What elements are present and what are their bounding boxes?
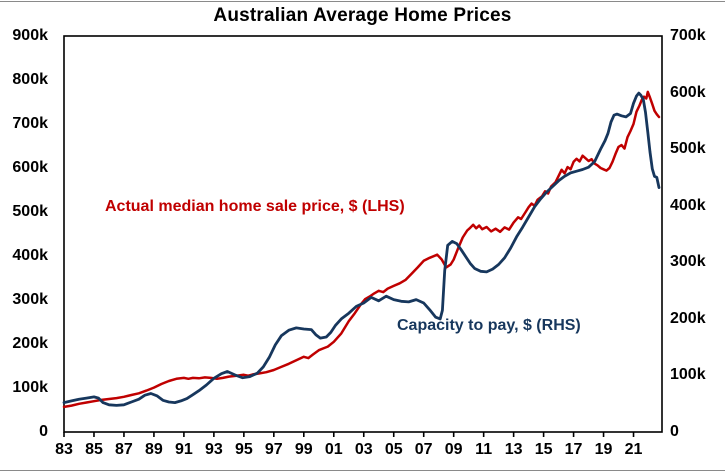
y-axis-left-tick-label: 200k	[12, 335, 48, 352]
series-line-actual-median-price	[62, 90, 661, 409]
bottom-rule-divider	[0, 470, 725, 471]
y-axis-right-tick-label: 500k	[670, 140, 706, 158]
y-axis-left-tick-label: 600k	[12, 159, 48, 176]
x-axis-tick-label: 07	[414, 441, 433, 458]
x-axis-tick-label: 95	[234, 441, 253, 458]
y-axis-right-tick-label: 0	[670, 423, 679, 440]
y-axis-left-tick-label: 0	[39, 423, 48, 440]
y-axis-left-tick-label: 900k	[12, 27, 48, 44]
x-axis-tick-label: 97	[264, 441, 283, 458]
x-axis-tick-label: 13	[504, 441, 523, 458]
x-axis-tick-label: 83	[55, 441, 73, 458]
x-axis-tick-label: 15	[534, 441, 553, 458]
x-axis-tick-label: 89	[145, 441, 163, 458]
x-axis-tick-label: 03	[354, 441, 373, 458]
y-axis-left-tick-label: 700k	[12, 115, 48, 132]
x-axis-tick-label: 93	[204, 441, 223, 458]
y-axis-left-tick-label: 300k	[12, 291, 48, 308]
chart-title: Australian Average Home Prices	[213, 5, 512, 26]
x-axis-tick-label: 09	[444, 441, 463, 458]
series-line-capacity-to-pay	[62, 91, 661, 407]
x-axis-tick-label: 99	[294, 441, 313, 458]
y-axis-left-tick-label: 100k	[12, 379, 48, 396]
x-axis-tick-label: 87	[115, 441, 133, 458]
y-axis-left-tick-label: 400k	[12, 247, 48, 264]
x-axis-tick-label: 91	[174, 441, 193, 458]
plot-frame	[63, 35, 663, 433]
x-axis-tick-label: 01	[324, 441, 343, 458]
top-rule-divider	[0, 1, 725, 2]
x-axis-tick-label: 17	[564, 441, 583, 458]
x-axis-tick-label: 05	[384, 441, 403, 458]
series-label-capacity-to-pay: Capacity to pay, $ (RHS)	[397, 317, 581, 334]
x-axis-tick-label: 11	[475, 441, 493, 458]
x-axis-tick-label: 21	[624, 441, 643, 458]
series-label-actual-price: Actual median home sale price, $ (LHS)	[105, 198, 405, 215]
y-axis-right-tick-label: 200k	[670, 309, 706, 327]
y-axis-right-tick-label: 700k	[670, 27, 706, 44]
y-axis-right-tick-label: 100k	[670, 366, 706, 384]
y-axis-right-tick-label: 400k	[670, 196, 706, 214]
x-axis-tick-label: 85	[85, 441, 103, 458]
y-axis-left-tick-label: 800k	[12, 71, 48, 88]
x-axis-tick-label: 19	[594, 441, 613, 458]
y-axis-right-tick-label: 300k	[670, 253, 706, 271]
y-axis-right-tick-label: 600k	[670, 83, 706, 101]
y-axis-left-tick-label: 500k	[12, 203, 48, 220]
